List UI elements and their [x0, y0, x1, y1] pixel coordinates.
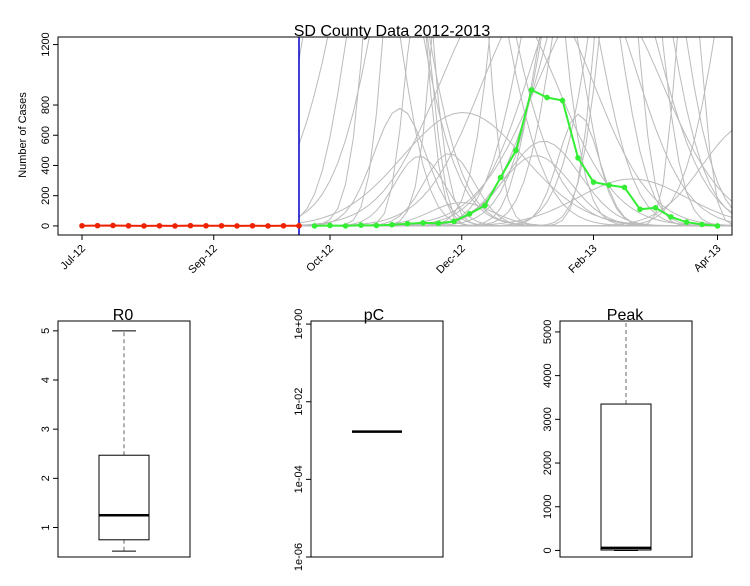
boxplot-r0-frame [57, 320, 191, 558]
main-chart: SD County Data 2012-2013 Number of Cases… [17, 23, 733, 276]
data-point-predicted [358, 222, 364, 228]
boxplot-r0-marks: 1 2 3 4 5 [40, 328, 150, 552]
x-tick-label: Apr-13 [692, 243, 724, 275]
ensemble-line [299, 37, 732, 227]
data-point-fitted [94, 222, 101, 229]
y-tick-label: 1e-04 [293, 465, 305, 493]
ensemble-line [299, 153, 732, 227]
y-tick-label: 4000 [542, 363, 554, 387]
data-point-predicted [327, 222, 333, 229]
data-point-predicted [420, 220, 426, 226]
y-tick-label: 1 [40, 524, 52, 530]
data-point-predicted [621, 184, 628, 191]
main-chart-title: SD County Data 2012-2013 [294, 23, 491, 40]
data-point-predicted [435, 220, 442, 227]
data-point-fitted [280, 222, 287, 229]
data-point-fitted [218, 222, 225, 229]
boxplot-r0: R0 1 2 3 4 5 [40, 307, 191, 558]
y-tick-label: 200 [40, 187, 52, 205]
y-tick-label: 1e+00 [293, 309, 305, 340]
boxplot-r0-title: R0 [113, 307, 134, 324]
y-tick-label: 1000 [542, 494, 554, 518]
y-tick-label: 0 [40, 223, 52, 229]
data-point-predicted [497, 174, 504, 181]
data-point-fitted [141, 223, 147, 229]
x-tick-label: Jul-12 [58, 243, 88, 273]
data-point-predicted [373, 222, 380, 229]
data-point-fitted [156, 222, 163, 229]
boxplot-peak: Peak 0 1000 2000 3000 4000 5000 [542, 307, 693, 558]
y-tick-label: 5 [40, 328, 52, 334]
y-tick-label: 1e-06 [293, 543, 305, 571]
data-point-predicted [342, 223, 349, 229]
box-iqr [98, 454, 150, 541]
y-tick-label: 600 [40, 126, 52, 144]
data-point-predicted [590, 179, 597, 185]
data-point-predicted [528, 87, 535, 93]
boxplot-pc-marks: 1e+00 1e-02 1e-04 1e-06 [293, 309, 402, 571]
y-tick-label: 2000 [542, 451, 554, 475]
y-tick-label: 0 [542, 547, 554, 553]
main-axes: 0 200 400 600 800 1200 Jul-12 Sep-12 Oct-12 Dec-1… [40, 32, 724, 276]
y-tick-label: 800 [40, 96, 52, 114]
data-point-predicted [652, 204, 659, 211]
main-plot-frame [57, 36, 733, 236]
y-tick-label: 2 [40, 475, 52, 481]
x-tick-label: Oct-12 [304, 243, 336, 275]
y-tick-label: 5000 [542, 320, 554, 344]
data-point-fitted [296, 222, 302, 229]
data-point-predicted [513, 147, 519, 154]
data-point-predicted [482, 202, 488, 209]
data-point-fitted [125, 222, 132, 229]
boxplot-pc-title: pC [364, 307, 384, 324]
data-point-predicted [451, 218, 457, 225]
data-point-predicted [606, 182, 612, 188]
y-tick-label: 3000 [542, 407, 554, 431]
data-point-fitted [110, 222, 116, 229]
x-tick-label: Dec-12 [434, 243, 468, 277]
y-tick-label: 400 [40, 156, 52, 174]
data-point-fitted [234, 223, 240, 229]
data-point-fitted [203, 222, 209, 229]
data-point-predicted [559, 97, 566, 104]
boxplot-pc: pC 1e+00 1e-02 1e-04 1e-06 [293, 307, 444, 571]
data-point-fitted [172, 223, 178, 229]
data-point-predicted [637, 206, 643, 213]
x-tick-label: Feb-13 [566, 243, 599, 276]
data-point-predicted [575, 155, 581, 161]
x-tick-label: Sep-12 [186, 243, 220, 277]
data-point-predicted [311, 223, 318, 229]
data-point-predicted [389, 221, 395, 228]
boxplot-peak-title: Peak [607, 307, 644, 324]
data-point-predicted [544, 94, 550, 101]
y-tick-label: 4 [40, 377, 52, 383]
boxplot-pc-frame [310, 320, 444, 558]
data-point-predicted [668, 214, 674, 220]
data-point-predicted [699, 221, 705, 228]
y-axis-label: Number of Cases [17, 92, 29, 178]
data-point-predicted [466, 211, 473, 217]
box-iqr [600, 403, 652, 551]
data-point-predicted [683, 219, 690, 225]
data-point-fitted [187, 222, 194, 229]
y-tick-label: 3 [40, 426, 52, 432]
boxplot-peak-marks: 0 1000 2000 3000 4000 5000 [542, 320, 652, 554]
data-point-fitted [79, 222, 85, 229]
data-point-predicted [404, 220, 411, 227]
data-point-fitted [265, 223, 271, 229]
series-layer [79, 37, 721, 235]
data-point-fitted [249, 222, 256, 229]
data-point-predicted [714, 223, 721, 229]
y-tick-label: 1e-02 [293, 388, 305, 416]
y-tick-label: 1200 [40, 32, 52, 56]
